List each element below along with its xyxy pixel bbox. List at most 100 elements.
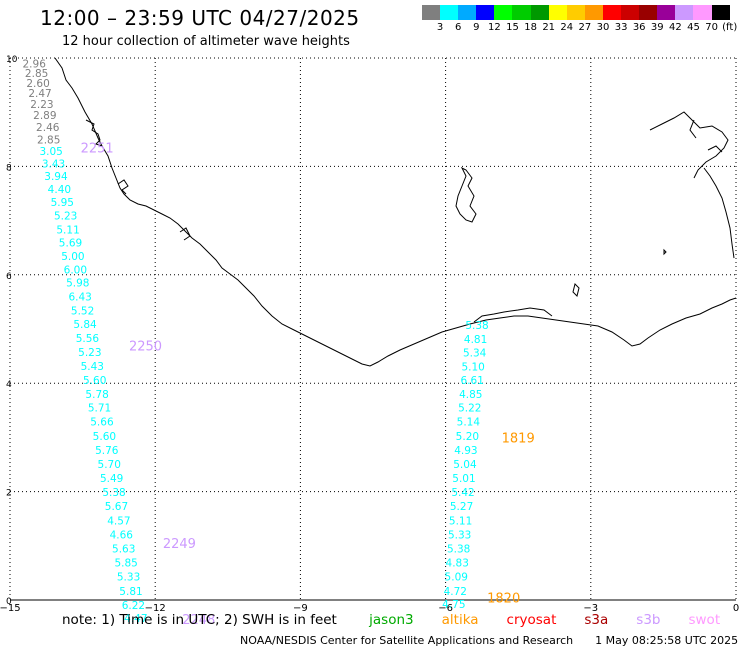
wave-height-value: 5.23 [78, 347, 101, 359]
wave-height-value: 4.75 [442, 599, 465, 611]
wave-height-value: 4.66 [110, 529, 134, 541]
colorbar-label: 12 [488, 22, 501, 33]
wave-height-value: 5.11 [56, 224, 79, 236]
credit-text: NOAA/NESDIS Center for Satellite Applica… [240, 634, 574, 647]
colorbar-label: 21 [542, 22, 556, 33]
peninsula-east [703, 167, 735, 259]
wave-height-value: 4.93 [454, 445, 477, 457]
pass-number-label: 2248 [182, 613, 215, 628]
y-tick-label: 8 [6, 163, 12, 173]
wave-height-value: 5.56 [76, 333, 100, 345]
wave-height-value: 5.01 [452, 473, 475, 485]
pass-labels: 2251 2250 2249 2248 1819 1820 [81, 141, 535, 628]
colorbar-label: 24 [560, 22, 574, 33]
satellite-name: cryosat [506, 612, 557, 628]
wave-height-value: 5.14 [457, 417, 481, 429]
wave-height-value: 4.40 [48, 184, 71, 196]
wave-height-value: 5.76 [95, 445, 119, 457]
wave-height-value: 5.34 [463, 347, 487, 359]
wave-height-value: 2.85 [37, 134, 60, 146]
wave-height-value: 5.60 [93, 431, 116, 443]
satellite-name: swot [688, 612, 721, 628]
colorbar-swatch [657, 5, 676, 20]
wave-height-value: 5.11 [449, 515, 472, 527]
wave-height-value: 5.42 [451, 487, 474, 499]
wave-height-value: 5.23 [54, 211, 77, 223]
wave-height-value: 2.85 [25, 68, 48, 80]
wave-height-value: 5.98 [66, 277, 89, 289]
wave-height-value: 5.66 [90, 417, 114, 429]
wave-height-value: 5.22 [458, 403, 481, 415]
wave-height-value: 2.60 [26, 78, 49, 90]
small-island-2 [663, 248, 667, 256]
pass-number-label: 1820 [487, 591, 520, 606]
wave-height-value: 3.43 [42, 159, 65, 171]
wave-height-value: 5.52 [71, 306, 94, 318]
colorbar-label: 27 [578, 22, 592, 33]
wave-height-value: 5.49 [100, 473, 123, 485]
colorbar-swatch [530, 5, 549, 20]
wave-height-value: 5.78 [85, 389, 108, 401]
chart-axes: −15 −12 −9 −6 −3 0 0 2 4 6 8 10 [0, 55, 739, 614]
satellite-note: note: 1) Time is in UTC; 2) SWH is in fe… [62, 612, 720, 628]
wave-height-value: 5.33 [117, 572, 140, 584]
colorbar-legend: 3 6 9 12 15 18 21 24 27 30 33 36 39 42 45 70 (ft) [422, 5, 737, 34]
x-tick-label: 0 [733, 603, 739, 614]
coastline-map [54, 57, 737, 367]
wave-height-value: 6.00 [64, 264, 87, 276]
wave-height-value: 4.85 [459, 389, 482, 401]
x-tick-label: −15 [0, 603, 21, 614]
wave-height-value: 5.00 [61, 251, 84, 263]
colorbar-swatch [440, 5, 459, 20]
colorbar-label: 3 [436, 22, 444, 33]
wave-height-value: 5.38 [102, 487, 125, 499]
wave-height-value: 5.63 [112, 544, 135, 556]
y-tick-label: 10 [6, 55, 18, 65]
wave-height-value: 3.05 [39, 146, 62, 158]
wave-height-value: 5.60 [83, 375, 106, 387]
small-island-1 [572, 283, 580, 297]
colorbar-label: 18 [524, 22, 537, 33]
satellite-name: s3b [636, 612, 661, 628]
island-north-east [649, 111, 729, 179]
colorbar-swatch [711, 5, 730, 20]
wave-height-value: 5.27 [450, 501, 473, 513]
wave-height-value: 2.46 [36, 122, 60, 134]
wave-height-value: 4.72 [444, 586, 467, 598]
wave-height-value: 5.85 [114, 558, 137, 570]
x-tick-label: −9 [293, 603, 308, 614]
wave-height-value: 5.95 [51, 197, 74, 209]
colorbar-swatch [458, 5, 477, 20]
colorbar-swatch [494, 5, 513, 20]
colorbar-swatch [621, 5, 640, 20]
colorbar-label: (ft) [722, 22, 738, 33]
satellite-name: altika [441, 612, 479, 628]
pass-number-label: 2251 [81, 141, 114, 156]
wave-height-value: 4.83 [446, 558, 469, 570]
wave-height-value: 5.67 [105, 501, 128, 513]
page-subtitle: 12 hour collection of altimeter wave hei… [62, 34, 350, 49]
colorbar-swatch [512, 5, 531, 20]
colorbar-swatch [693, 5, 712, 20]
wave-height-value: 5.81 [119, 586, 142, 598]
colorbar-label: 6 [455, 22, 462, 33]
wave-height-value: 6.61 [461, 375, 484, 387]
colorbar-swatch [675, 5, 694, 20]
wave-height-value: 4.47 [124, 613, 147, 625]
wave-height-value: 4.81 [464, 334, 487, 346]
wave-height-value: 5.33 [448, 529, 471, 541]
y-tick-label: 0 [6, 597, 12, 607]
colorbar-labels: 3 6 9 12 15 18 21 24 27 30 33 36 39 42 45 70 (ft) [422, 20, 737, 34]
wave-height-value: 5.43 [81, 361, 104, 373]
colorbar-swatch [476, 5, 495, 20]
x-tick-label: −12 [145, 603, 166, 614]
x-tick-label: −6 [438, 603, 453, 614]
colorbar-label: 45 [687, 22, 700, 33]
colorbar-swatches [422, 5, 730, 20]
pass-number-label: 1819 [502, 431, 535, 446]
satellite-list: jason3 altika cryosat s3a s3b swot [341, 612, 720, 628]
wave-height-value: 5.09 [445, 572, 468, 584]
wave-height-value: 5.04 [453, 459, 477, 471]
colorbar-label: 70 [705, 22, 718, 33]
